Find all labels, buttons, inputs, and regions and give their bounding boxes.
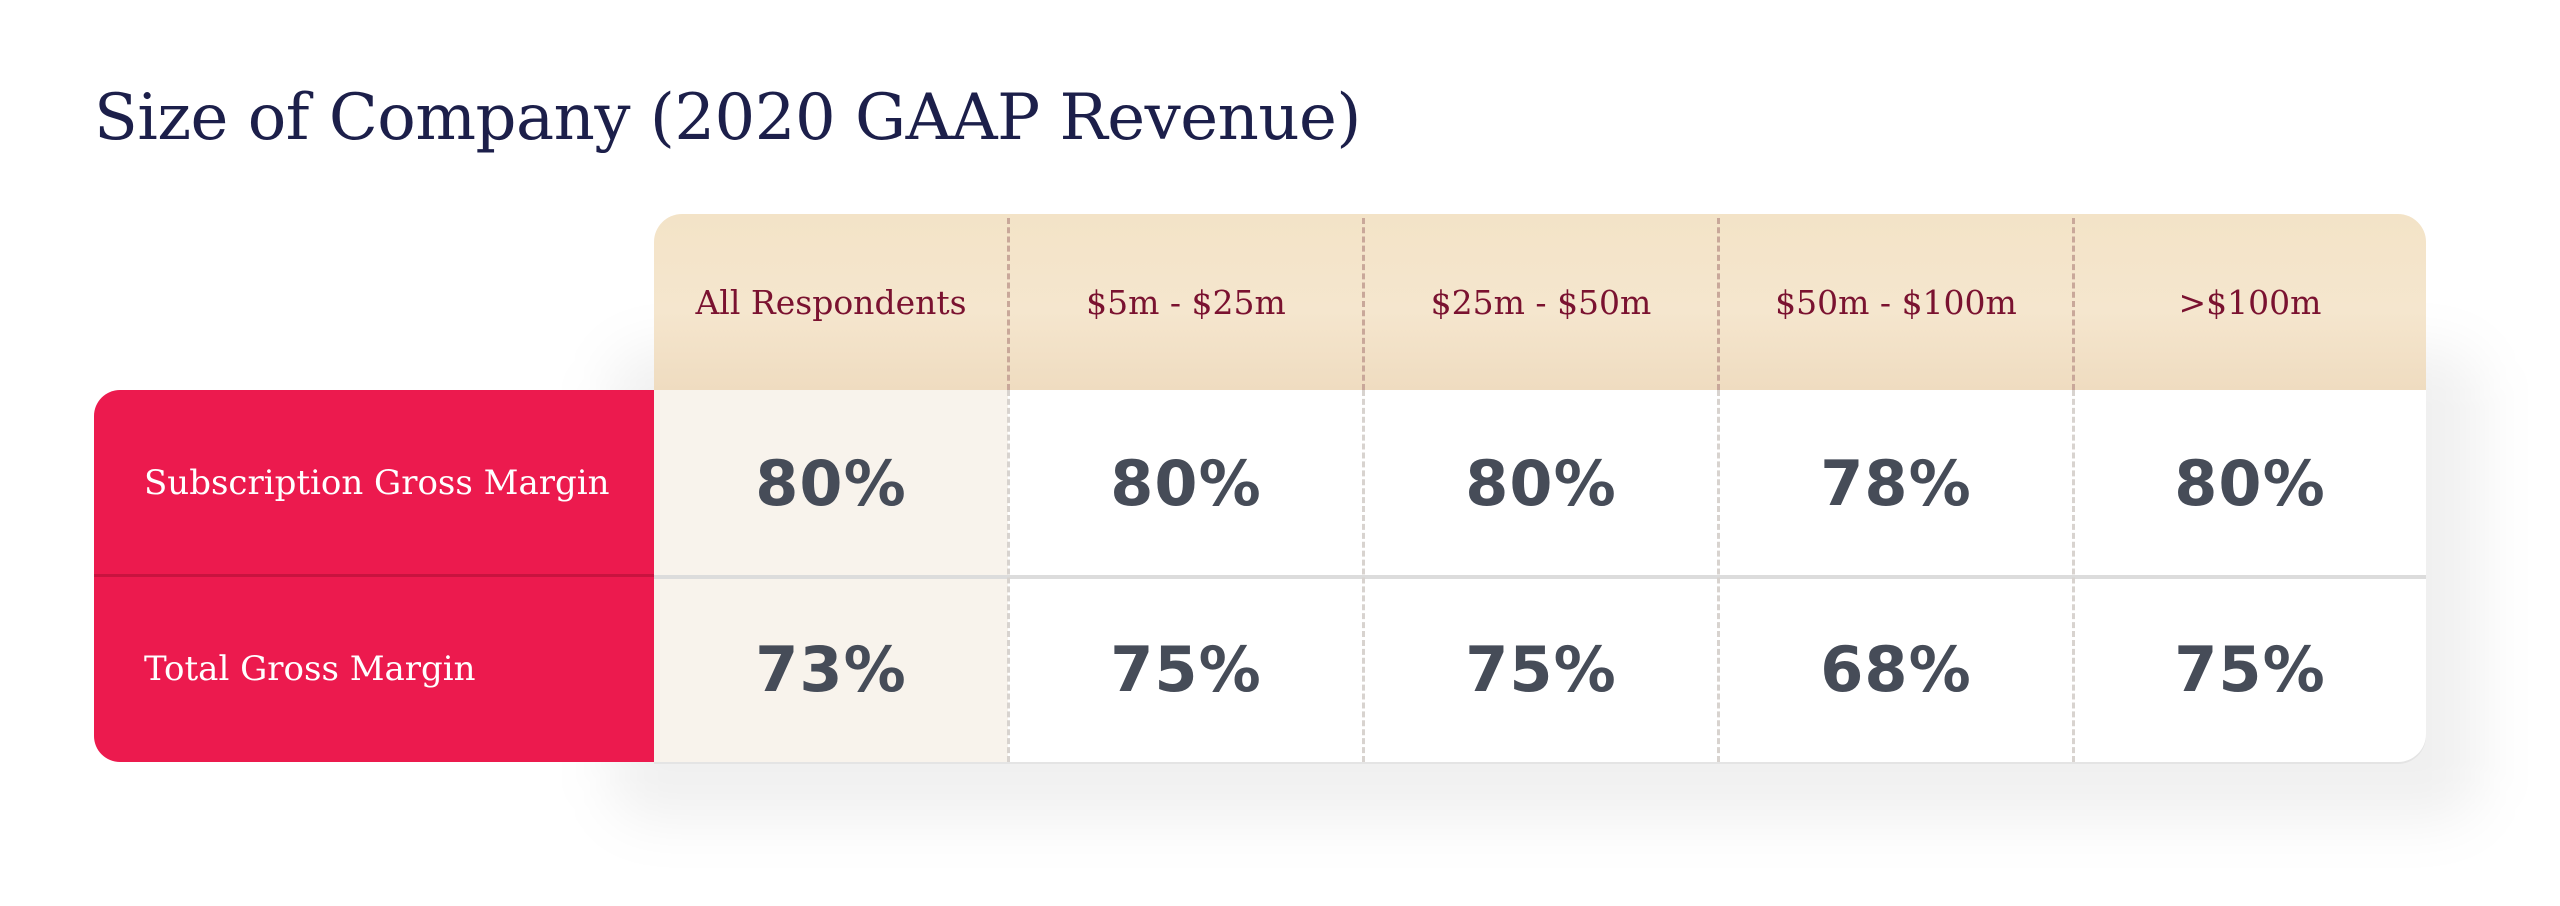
cell-total-5m-25m: 75% xyxy=(1110,632,1262,706)
chart-title: Size of Company (2020 GAAP Revenue) xyxy=(94,81,1361,155)
row-divider xyxy=(654,575,2426,579)
header-separator xyxy=(1717,218,1720,390)
column-header-25m-50m: $25m - $50m xyxy=(1430,282,1652,322)
header-separator xyxy=(1362,218,1365,390)
column-header-all-respondents: All Respondents xyxy=(695,282,967,322)
cell-total-25m-50m: 75% xyxy=(1465,632,1617,706)
row-label-divider xyxy=(94,574,654,577)
column-header-50m-100m: $50m - $100m xyxy=(1775,282,2017,322)
column-header-band xyxy=(654,214,2426,390)
header-separator xyxy=(1007,218,1010,390)
cell-subscription-5m-25m: 80% xyxy=(1110,446,1262,520)
column-header-5m-25m: $5m - $25m xyxy=(1086,282,1286,322)
column-separator xyxy=(1717,390,1720,762)
header-separator xyxy=(2072,218,2075,390)
row-label-subscription-gross-margin: Subscription Gross Margin xyxy=(144,463,610,503)
column-header-over-100m: >$100m xyxy=(2178,282,2322,322)
column-separator xyxy=(2072,390,2075,762)
cell-subscription-all-respondents: 80% xyxy=(755,446,907,520)
cell-total-50m-100m: 68% xyxy=(1820,632,1972,706)
cell-subscription-over-100m: 80% xyxy=(2174,446,2326,520)
cell-total-over-100m: 75% xyxy=(2174,632,2326,706)
cell-subscription-50m-100m: 78% xyxy=(1820,446,1972,520)
column-separator xyxy=(1362,390,1365,762)
row-label-total-gross-margin: Total Gross Margin xyxy=(144,649,476,689)
cell-subscription-25m-50m: 80% xyxy=(1465,446,1617,520)
cell-total-all-respondents: 73% xyxy=(755,632,907,706)
row-labels-panel: Subscription Gross Margin Total Gross Ma… xyxy=(94,390,654,762)
column-separator xyxy=(1007,390,1010,762)
